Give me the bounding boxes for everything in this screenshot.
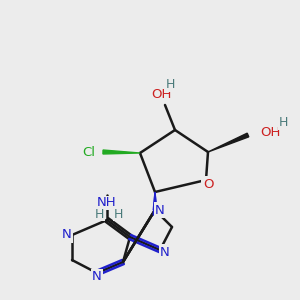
Text: N: N — [160, 245, 170, 259]
Text: H: H — [278, 116, 288, 130]
Text: NH: NH — [97, 196, 117, 209]
Text: H: H — [165, 79, 175, 92]
Text: OH: OH — [260, 127, 281, 140]
Polygon shape — [153, 192, 157, 210]
Text: H: H — [94, 208, 104, 220]
Text: N: N — [62, 229, 72, 242]
Text: Cl: Cl — [82, 146, 95, 158]
Polygon shape — [208, 133, 249, 152]
Text: O: O — [203, 178, 213, 190]
Text: N: N — [92, 271, 102, 284]
Text: N: N — [155, 203, 165, 217]
Polygon shape — [103, 150, 140, 154]
Polygon shape — [153, 192, 157, 215]
Text: OH: OH — [151, 88, 171, 101]
Text: H: H — [114, 208, 123, 220]
